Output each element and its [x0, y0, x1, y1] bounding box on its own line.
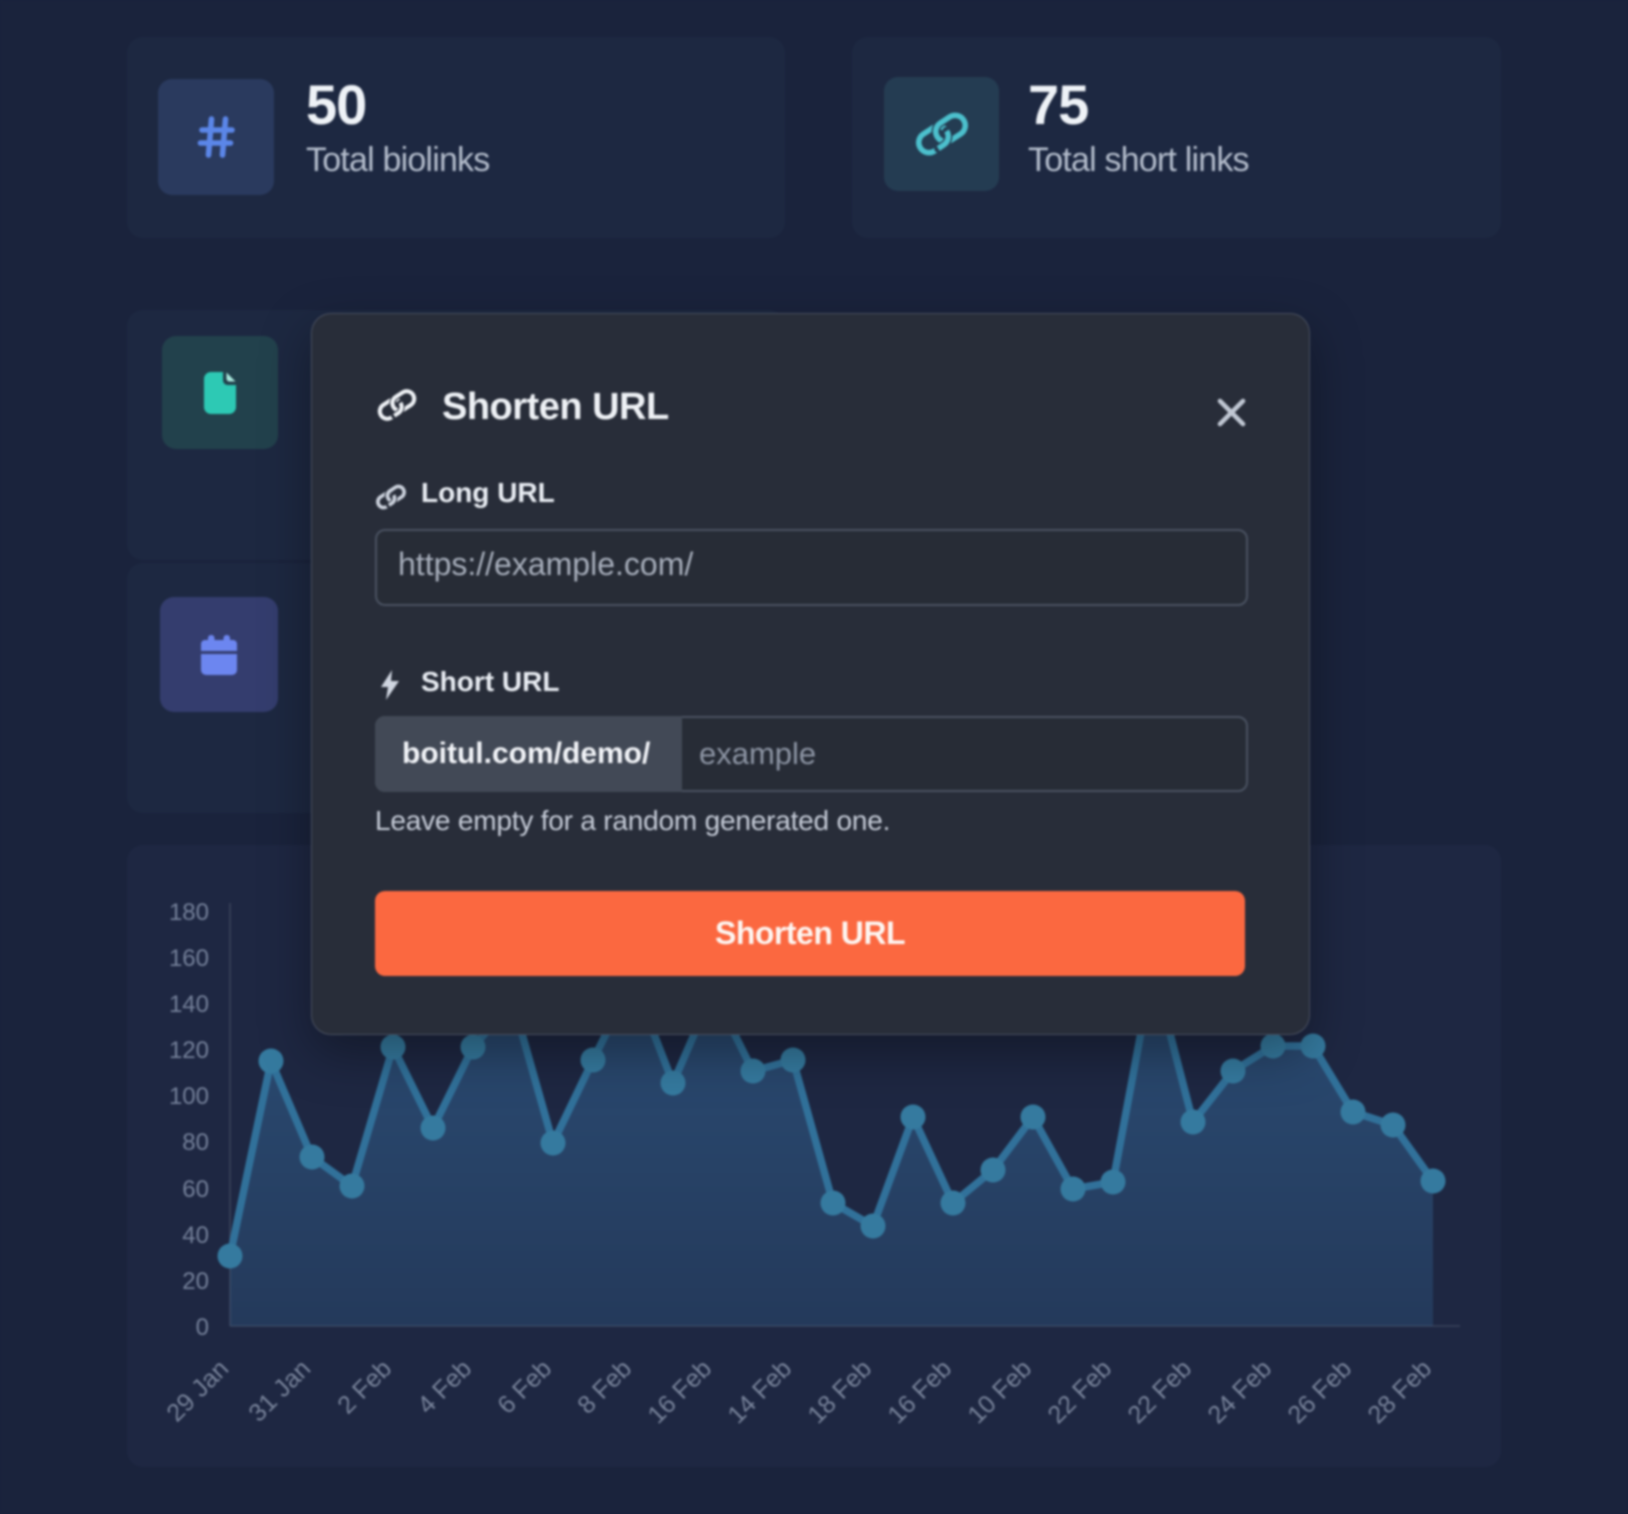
svg-text:4 Feb: 4 Feb [412, 1354, 477, 1419]
svg-text:80: 80 [182, 1129, 209, 1156]
svg-text:26 Feb: 26 Feb [1282, 1354, 1357, 1429]
svg-text:8 Feb: 8 Feb [572, 1354, 637, 1419]
svg-text:24 Feb: 24 Feb [1202, 1354, 1277, 1429]
svg-text:100: 100 [169, 1083, 209, 1110]
svg-text:140: 140 [169, 991, 209, 1018]
svg-text:22 Feb: 22 Feb [1122, 1354, 1197, 1429]
svg-text:10 Feb: 10 Feb [962, 1354, 1037, 1429]
svg-text:20: 20 [182, 1268, 209, 1295]
svg-text:40: 40 [182, 1222, 209, 1249]
svg-text:29 Jan: 29 Jan [161, 1354, 234, 1427]
svg-text:18 Feb: 18 Feb [802, 1354, 877, 1429]
svg-text:22 Feb: 22 Feb [1042, 1354, 1117, 1429]
svg-text:120: 120 [169, 1037, 209, 1064]
svg-text:31 Jan: 31 Jan [243, 1354, 316, 1427]
svg-text:180: 180 [169, 899, 209, 926]
svg-text:6 Feb: 6 Feb [492, 1354, 557, 1419]
svg-text:60: 60 [182, 1176, 209, 1203]
svg-text:2 Feb: 2 Feb [332, 1354, 397, 1419]
svg-text:16 Feb: 16 Feb [642, 1354, 717, 1429]
svg-text:0: 0 [196, 1314, 209, 1341]
svg-text:16 Feb: 16 Feb [882, 1354, 957, 1429]
svg-text:14 Feb: 14 Feb [722, 1354, 797, 1429]
svg-text:160: 160 [169, 945, 209, 972]
svg-text:28 Feb: 28 Feb [1362, 1354, 1437, 1429]
